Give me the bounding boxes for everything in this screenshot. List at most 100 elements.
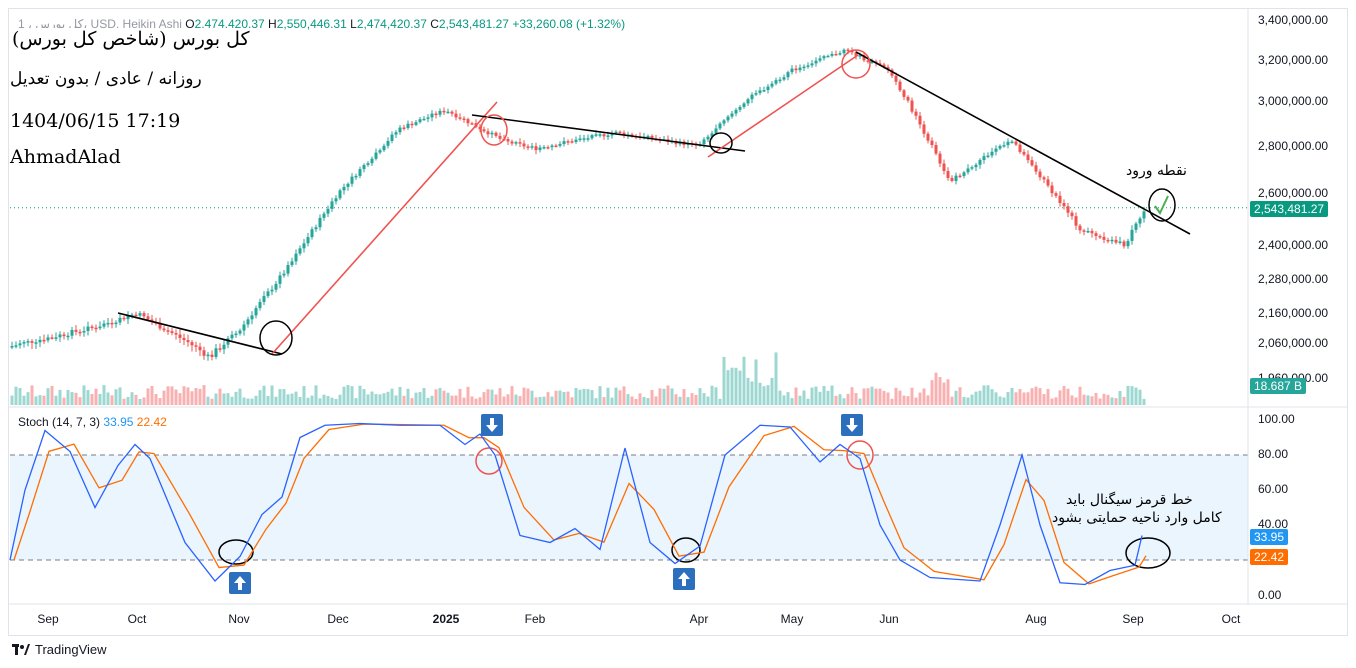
volume-bar [446, 392, 450, 405]
candle [882, 64, 886, 68]
volume-bar [246, 398, 250, 405]
candle [1018, 144, 1022, 152]
candle [30, 341, 34, 343]
note-date: 1404/06/15 17:19 [10, 110, 181, 132]
volume-bar [146, 388, 150, 405]
candle [818, 58, 822, 61]
volume-bar [982, 385, 986, 405]
volume-bar [918, 392, 922, 405]
candle [762, 90, 766, 92]
low-label: L [350, 17, 357, 31]
tradingview-logo[interactable]: TradingView [12, 642, 107, 657]
x-tick: Oct [127, 612, 147, 626]
candle [38, 339, 42, 343]
volume-bar [558, 390, 562, 405]
high-label: H [268, 17, 277, 31]
candle [314, 227, 318, 230]
candle [718, 123, 722, 129]
volume-bar [742, 356, 746, 405]
candle [542, 147, 546, 149]
candle [974, 164, 978, 168]
volume-bar [1114, 398, 1118, 405]
candle [894, 75, 898, 82]
circle-annotation [1125, 537, 1171, 569]
volume-bar [642, 396, 646, 405]
volume-bar [230, 396, 234, 405]
candle [102, 323, 106, 327]
volume-bar [66, 389, 70, 405]
candle [166, 330, 170, 332]
volume-bar [842, 398, 846, 405]
volume-bar [394, 395, 398, 405]
volume-bar [694, 394, 698, 405]
volume-bar [294, 391, 298, 405]
volume-bar [538, 396, 542, 405]
candle [842, 49, 846, 54]
volume-bar [102, 385, 106, 405]
trendline-oct [117, 312, 283, 355]
candle [598, 134, 602, 136]
volume-bar [906, 396, 910, 405]
volume-bar [878, 388, 882, 405]
volume-bar [342, 386, 346, 405]
candle [418, 119, 422, 123]
candle [770, 83, 774, 87]
candle [254, 308, 258, 316]
volume-bar [1058, 390, 1062, 405]
volume-bar [758, 382, 762, 405]
volume-bar [510, 386, 514, 405]
candle [926, 133, 930, 141]
candle [190, 342, 194, 346]
volume-bar [70, 392, 74, 405]
circle-annotation [218, 539, 254, 565]
x-tick: Dec [327, 612, 349, 626]
candle [1082, 230, 1086, 232]
volume-bar [582, 388, 586, 405]
volume-bar [114, 389, 118, 405]
candle [754, 93, 758, 95]
volume-bar [950, 396, 954, 405]
candle [438, 110, 442, 115]
x-tick: Aug [1025, 612, 1047, 626]
volume-bar [462, 397, 466, 405]
volume-bar [754, 359, 758, 405]
candle [1002, 145, 1006, 147]
volume-bar [1014, 392, 1018, 405]
volume-bar [498, 388, 502, 405]
volume-bar [1138, 389, 1142, 405]
candle [1054, 193, 1058, 196]
volume-bar [202, 385, 206, 405]
volume-bar [650, 390, 654, 405]
candle [858, 55, 862, 57]
volume-bar [126, 396, 130, 405]
volume-bar [958, 387, 962, 405]
candle [1098, 235, 1102, 238]
volume-bar [554, 390, 558, 405]
volume-bar [382, 393, 386, 405]
candle [222, 344, 226, 350]
candle [366, 163, 370, 166]
volume-bar [1030, 388, 1034, 405]
volume-bar [250, 398, 254, 405]
candle [1058, 195, 1062, 203]
x-tick: Nov [228, 612, 250, 626]
stoch-tick: 60.00 [1258, 482, 1289, 496]
volume-bar [490, 389, 494, 405]
candle [902, 90, 906, 97]
volume-bar [254, 395, 258, 405]
volume-bar [802, 390, 806, 405]
stoch-title: Stoch (14, 7, 3) [18, 415, 101, 429]
x-tick: May [780, 612, 804, 626]
candle [306, 237, 310, 244]
volume-bar [506, 394, 510, 405]
candle [422, 118, 426, 121]
candle [1114, 239, 1118, 243]
x-tick: 2025 [432, 612, 460, 626]
volume-bar [942, 382, 946, 405]
price-tick: 2,160,000.00 [1258, 306, 1329, 320]
x-tick: Jun [879, 612, 899, 626]
candle [522, 143, 526, 147]
volume-bar [234, 391, 238, 405]
volume-bar [834, 395, 838, 405]
